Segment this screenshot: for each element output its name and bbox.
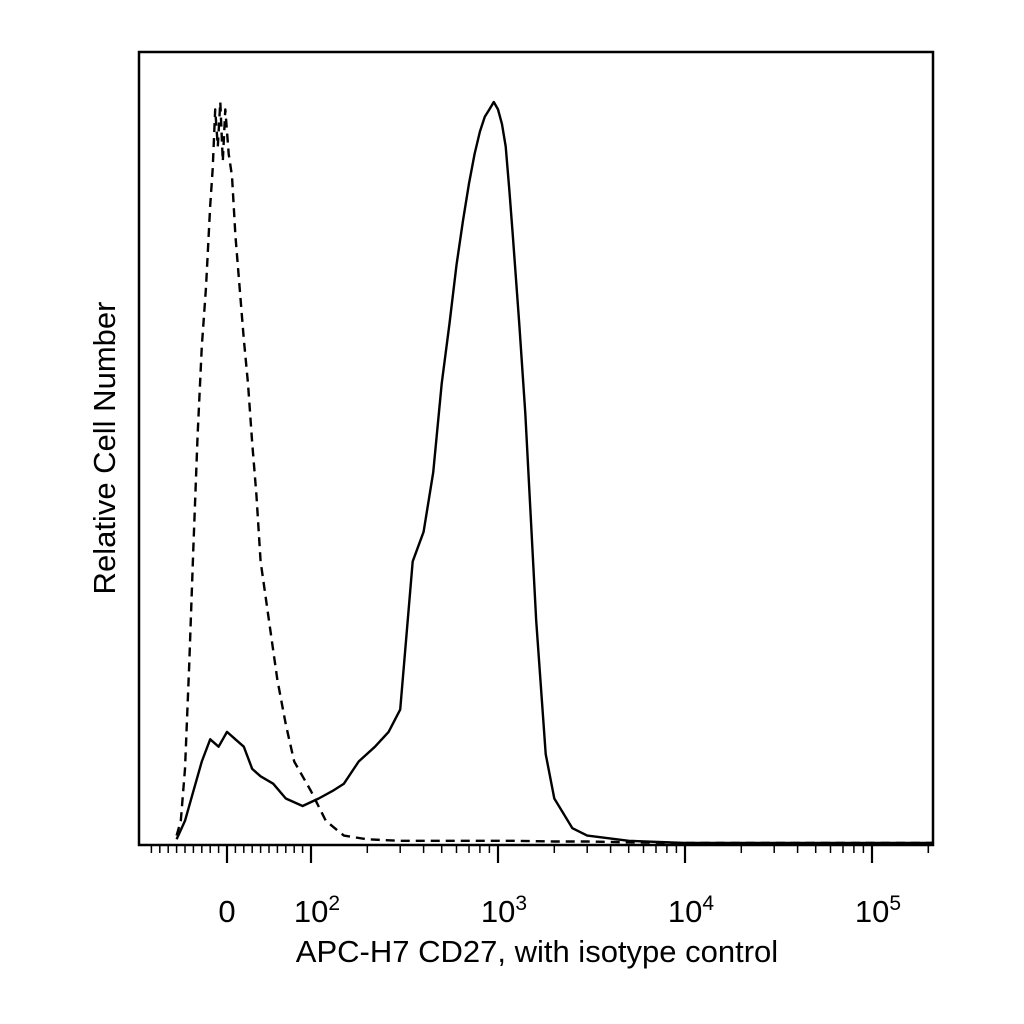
x-tick-label: 102	[294, 892, 340, 929]
plot-frame	[137, 50, 935, 847]
histogram-series	[175, 100, 932, 845]
cd27-series	[175, 100, 932, 845]
x-tick-label: 103	[481, 892, 527, 929]
x-tick-label: 105	[855, 892, 901, 929]
x-tick-label: 104	[668, 892, 714, 929]
x-axis-label: APC-H7 CD27, with isotype control	[296, 934, 778, 969]
x-axis-tick-labels: 0 102 103 104 105	[218, 892, 901, 929]
isotype-control-series	[175, 100, 932, 845]
x-axis-ticks	[150, 845, 930, 863]
x-tick-label: 0	[218, 894, 235, 929]
y-axis-label: Relative Cell Number	[87, 302, 122, 595]
